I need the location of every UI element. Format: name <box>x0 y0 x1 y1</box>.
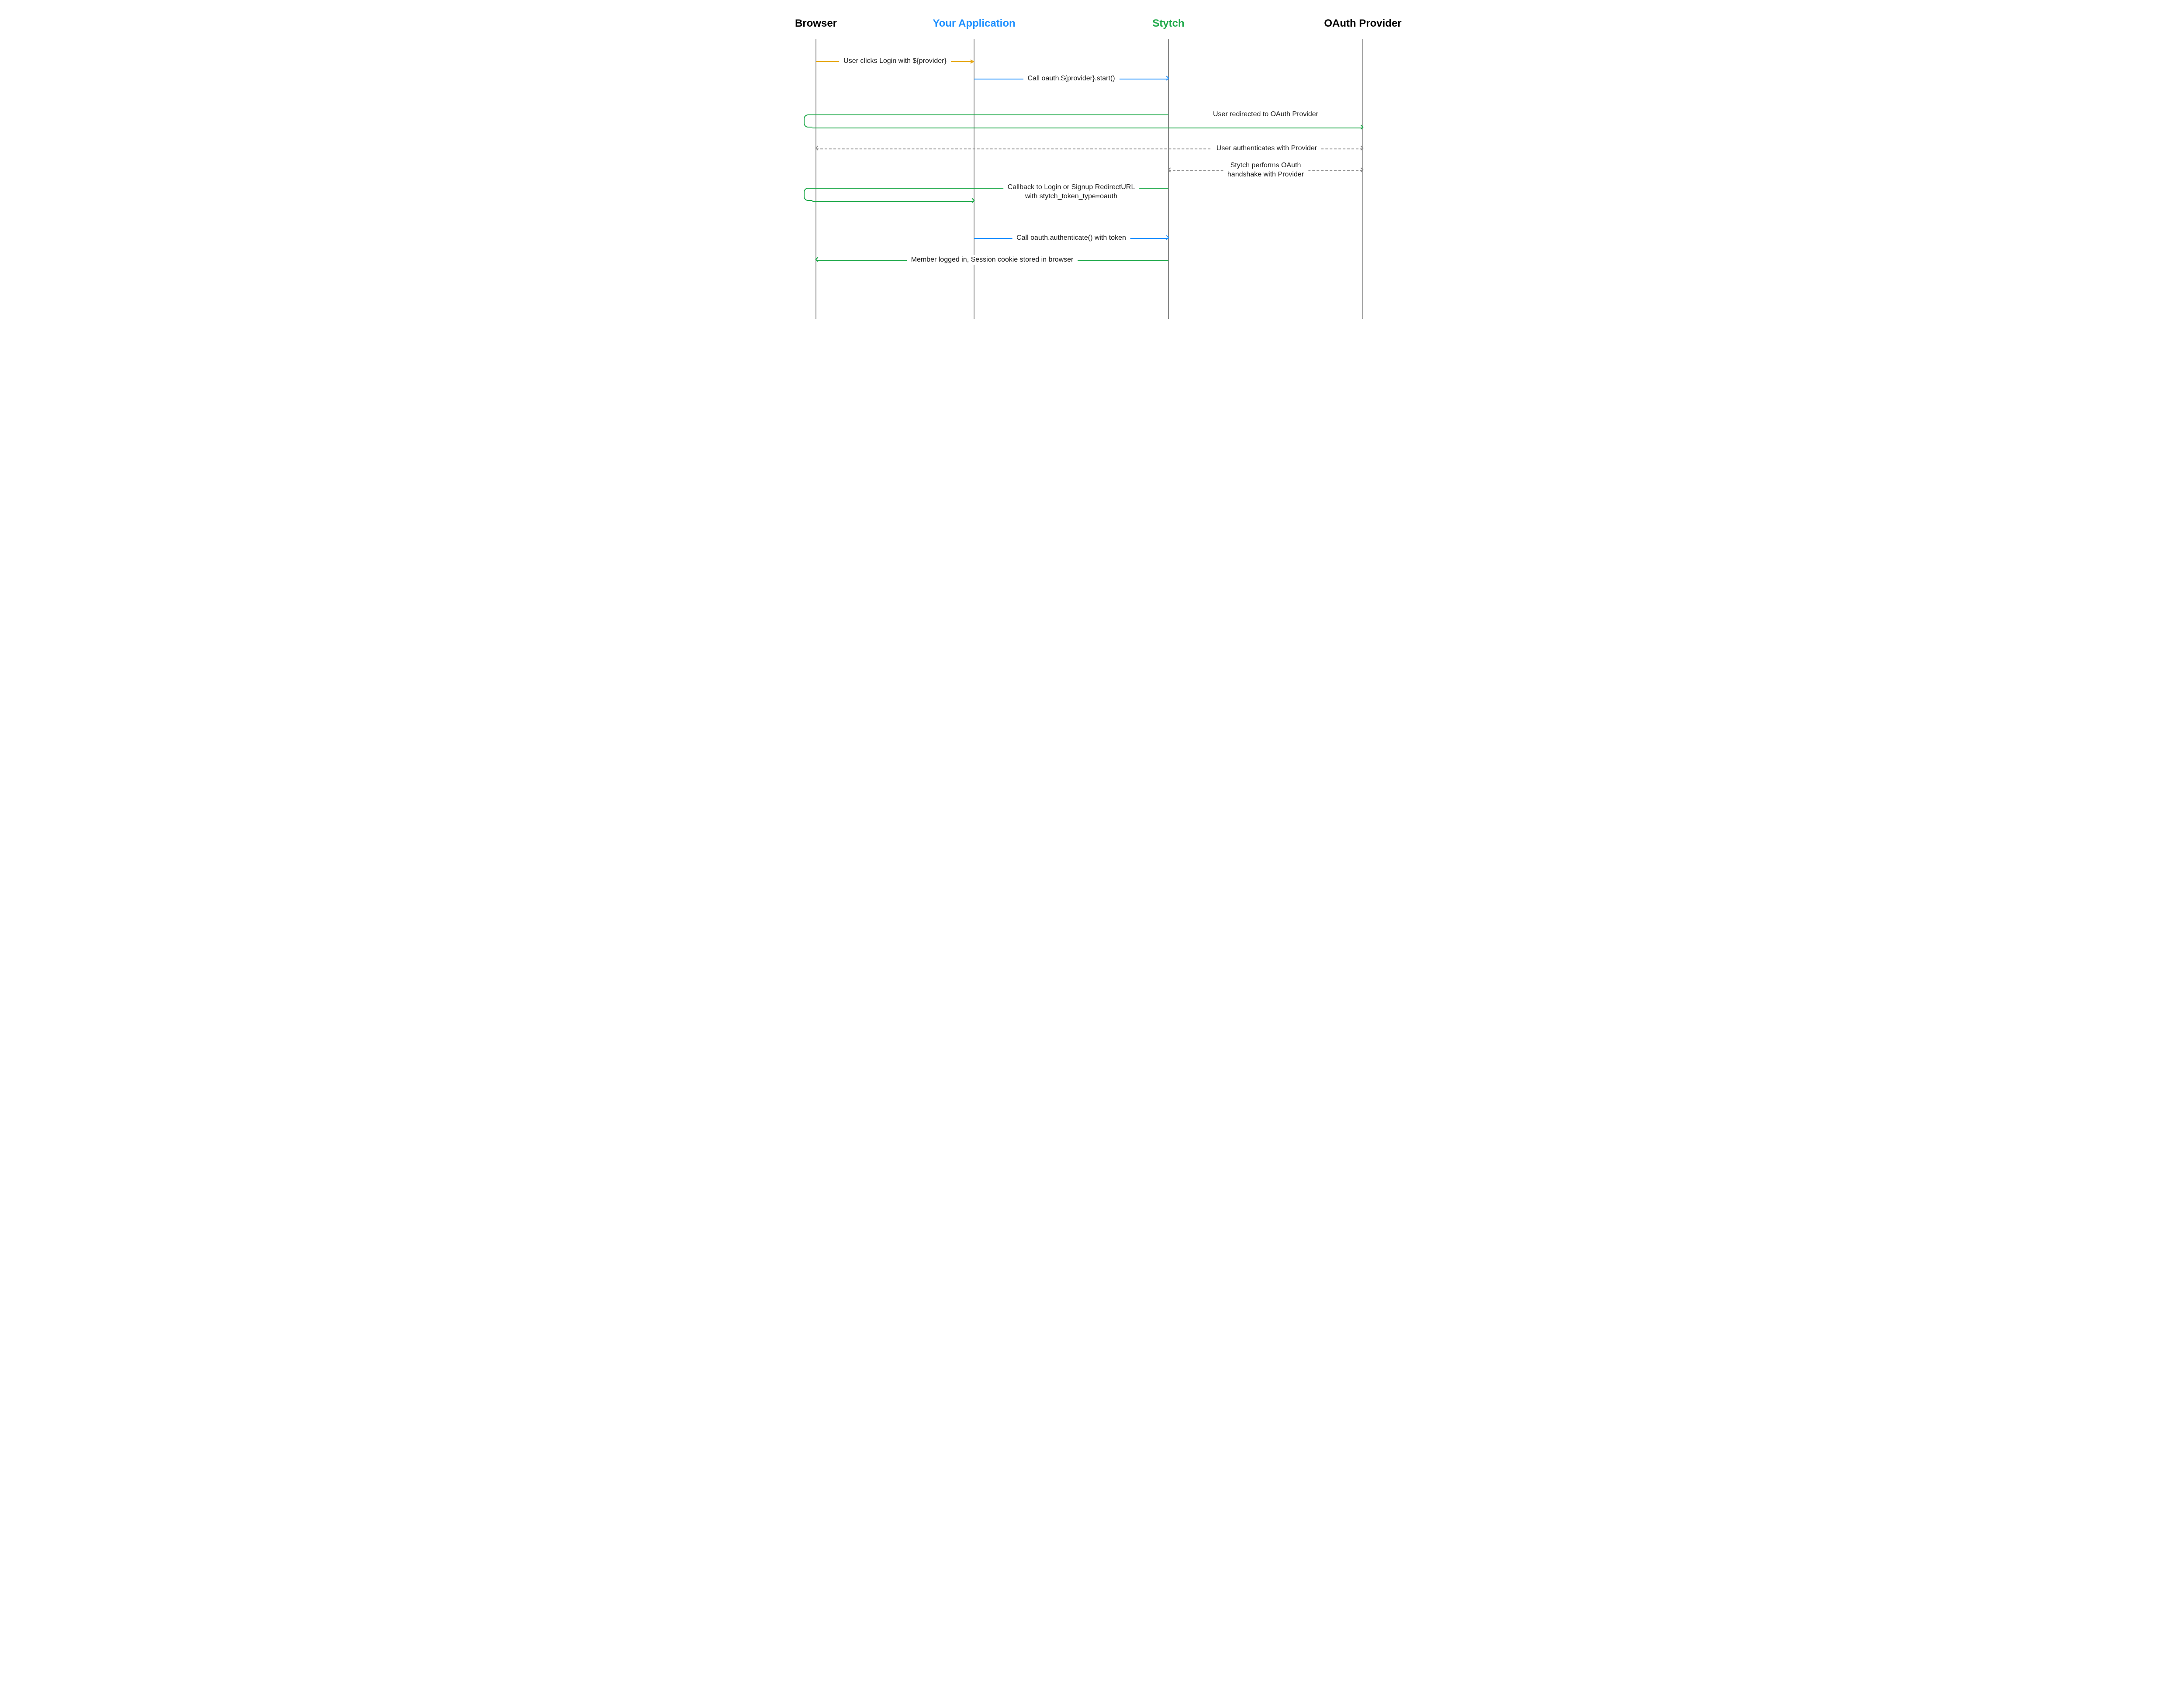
message-label-m3: User redirected to OAuth Provider <box>1209 110 1323 119</box>
lifeline-app <box>974 39 975 319</box>
participant-browser: Browser <box>795 17 837 30</box>
message-label-m1: User clicks Login with ${provider} <box>839 56 951 66</box>
message-loop-u-m6 <box>804 188 812 201</box>
message-arrow-m6 <box>812 201 974 202</box>
lifeline-stytch <box>1168 39 1169 319</box>
message-label-m6: Callback to Login or Signup RedirectURLw… <box>1003 182 1140 202</box>
sequence-diagram: Browser Your Application Stytch OAuth Provi… <box>786 17 1398 323</box>
lifeline-oauth <box>1362 39 1363 319</box>
message-label-m4: User authenticates with Provider <box>1212 144 1321 153</box>
message-loop-u-m3 <box>804 114 812 128</box>
participant-oauth: OAuth Provider <box>1324 17 1401 30</box>
message-label-m7: Call oauth.authenticate() with token <box>1012 233 1130 243</box>
message-loop-top-m3 <box>808 114 1168 115</box>
message-label-m5: Stytch performs OAuthhandshake with Prov… <box>1223 160 1308 180</box>
message-label-m2: Call oauth.${provider}.start() <box>1023 74 1119 83</box>
message-label-m8: Member logged in, Session cookie stored … <box>907 255 1078 265</box>
participant-app: Your Application <box>933 17 1015 30</box>
participant-stytch: Stytch <box>1152 17 1184 30</box>
